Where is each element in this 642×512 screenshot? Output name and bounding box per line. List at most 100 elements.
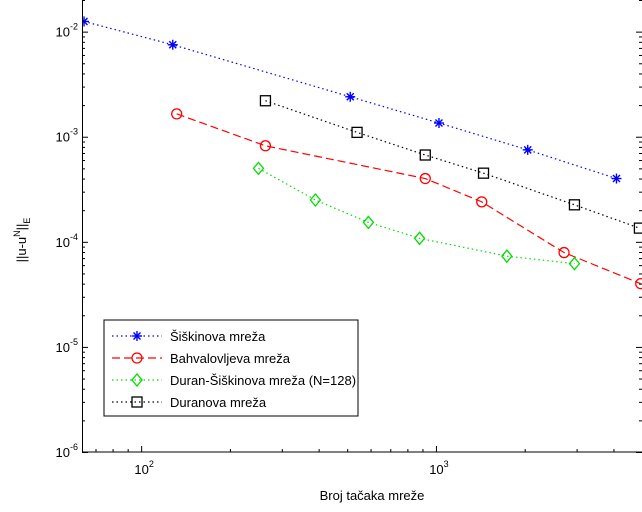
y-axis-label: ||u-uN||E	[12, 218, 32, 263]
circle-marker-shape	[259, 140, 272, 152]
square-marker-shape	[633, 222, 642, 234]
series-duran-siskinova-mreza-n-128	[252, 161, 581, 271]
series-siskinova-mreza	[82, 16, 622, 184]
y-tick-label: 10-3	[56, 127, 78, 145]
legend-label-duran-siskinova-mreza-n-128: Duran-Šiškinova mreža (N=128)	[170, 373, 356, 388]
data-point-duranova-mreza	[633, 222, 642, 234]
series-line-duranova-mreza	[265, 100, 640, 229]
data-point-bahvalovljeva-mreza	[635, 277, 642, 290]
data-point-bahvalovljeva-mreza	[259, 140, 272, 152]
legend: Šiškinova mreža Bahvalovljeva mreža Duran-…	[103, 319, 359, 417]
data-point-duran-siskinova-mreza-n-128	[309, 192, 322, 208]
series-line-siskinova-mreza	[83, 20, 617, 180]
x-tick-label-exp: 2	[149, 459, 154, 469]
y-tick-label-base: 10	[56, 235, 70, 250]
y-tick-label: 10-6	[56, 442, 78, 460]
series-layer	[82, 16, 642, 290]
data-point-bahvalovljeva-mreza	[171, 108, 183, 120]
y-tick-label-exp: -5	[70, 337, 78, 347]
square-marker-shape	[568, 199, 581, 211]
asterisk-stroke	[133, 332, 141, 340]
legend-label-bahvalovljeva-mreza: Bahvalovljeva mreža	[170, 351, 291, 366]
legend-label-siskinova-mreza: Šiškinova mreža	[170, 329, 266, 344]
data-point-duranova-mreza	[259, 95, 272, 107]
asterisk-stroke	[612, 174, 621, 183]
y-tick-label-exp: -4	[70, 232, 78, 242]
diamond-marker-shape	[309, 192, 322, 208]
data-point-duran-siskinova-mreza-n-128	[413, 231, 426, 246]
y-tick-label-base: 10	[56, 445, 70, 460]
data-point-duranova-mreza	[568, 199, 581, 211]
y-tick-label-exp: -6	[70, 442, 78, 452]
data-point-siskinova-mreza	[167, 39, 178, 50]
asterisk-stroke	[523, 145, 532, 154]
y-tick-label-exp: -2	[70, 22, 78, 32]
legend-label-duranova-mreza: Duranova mreža	[170, 395, 267, 410]
data-point-duran-siskinova-mreza-n-128	[252, 161, 265, 176]
circle-marker-shape	[171, 108, 183, 120]
diamond-marker-shape	[252, 161, 265, 176]
asterisk-stroke	[168, 40, 177, 49]
series-line-duran-siskinova-mreza-n-128	[258, 167, 575, 265]
square-marker-shape	[131, 396, 143, 408]
legend-box	[103, 319, 359, 417]
y-axis-label-sub: E	[22, 218, 32, 224]
x-tick-label-exp: 3	[444, 459, 449, 469]
diamond-marker-shape	[568, 256, 581, 271]
data-point-duranova-mreza	[419, 149, 431, 161]
data-point-bahvalovljeva-mreza	[419, 172, 431, 185]
square-marker-shape	[477, 167, 490, 179]
diamond-marker-shape	[413, 231, 426, 246]
legend-swatch-marker-duran-siskinova-mreza-n-128	[131, 372, 143, 388]
legend-swatch-marker-siskinova-mreza	[132, 331, 142, 341]
diamond-marker-shape	[501, 249, 513, 264]
y-tick-label-base: 10	[56, 130, 70, 145]
legend-swatch-marker-duranova-mreza	[131, 396, 143, 408]
y-axis-label-sup: N	[12, 230, 22, 237]
data-point-duran-siskinova-mreza-n-128	[501, 249, 513, 264]
data-point-duran-siskinova-mreza-n-128	[362, 215, 375, 230]
series-bahvalovljeva-mreza	[171, 108, 642, 290]
data-point-duranova-mreza	[477, 167, 490, 179]
square-marker-shape	[259, 95, 272, 107]
square-marker-shape	[419, 149, 431, 161]
data-point-siskinova-mreza	[433, 118, 444, 129]
data-point-siskinova-mreza	[82, 16, 90, 27]
data-point-bahvalovljeva-mreza	[558, 246, 570, 259]
data-point-siskinova-mreza	[345, 91, 356, 102]
circle-marker-shape	[419, 172, 431, 185]
y-tick-label: 10-5	[56, 337, 78, 355]
x-tick-label: 103	[429, 459, 448, 477]
y-axis-label-base: ||u-u	[14, 237, 29, 263]
data-point-siskinova-mreza	[522, 144, 533, 155]
data-point-duran-siskinova-mreza-n-128	[568, 256, 581, 271]
legend-swatch-marker-bahvalovljeva-mreza	[131, 352, 143, 364]
data-point-siskinova-mreza	[611, 173, 622, 184]
circle-marker-shape	[558, 246, 570, 259]
y-tick-label-base: 10	[56, 25, 70, 40]
circle-marker-shape	[476, 196, 488, 208]
circle-marker-shape	[635, 277, 642, 290]
square-marker-shape	[351, 126, 363, 139]
y-tick-label: 10-2	[56, 22, 78, 40]
asterisk-stroke	[82, 17, 89, 25]
diamond-marker-shape	[362, 215, 375, 230]
diamond-marker-shape	[131, 372, 143, 388]
x-tick-label-base: 10	[134, 462, 148, 477]
x-tick-label: 102	[134, 459, 153, 477]
asterisk-stroke	[346, 92, 355, 101]
x-axis-label: Broj tačaka mreže	[320, 488, 425, 503]
circle-marker-shape	[131, 352, 143, 364]
x-tick-label-base: 10	[429, 462, 443, 477]
y-axis-label-mid: ||	[14, 224, 29, 231]
data-point-bahvalovljeva-mreza	[476, 196, 488, 208]
data-point-duranova-mreza	[351, 126, 363, 139]
asterisk-stroke	[434, 119, 443, 128]
series-line-bahvalovljeva-mreza	[176, 113, 641, 285]
y-tick-label-exp: -3	[70, 127, 78, 137]
y-tick-label: 10-4	[56, 232, 78, 250]
series-duranova-mreza	[259, 95, 642, 234]
y-tick-label-base: 10	[56, 340, 70, 355]
